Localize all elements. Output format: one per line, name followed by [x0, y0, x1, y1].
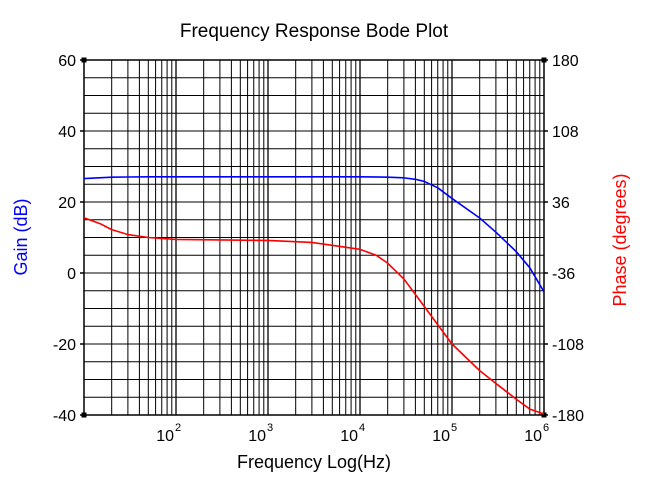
y-left-tick-label: -20	[53, 337, 76, 354]
x-axis-ticks: 10 2 10 3 10 4 10 5 10 6	[156, 422, 549, 445]
y-axis-left-label: Gain (dB)	[11, 198, 31, 275]
y-left-tick-label: 0	[67, 266, 76, 283]
plot-frame	[83, 59, 545, 416]
y-left-tick-label: 60	[58, 53, 76, 70]
x-tick-exponent: 4	[359, 422, 365, 434]
y-left-tick-label: 20	[58, 195, 76, 212]
x-tick-label: 10	[156, 428, 174, 445]
right-axis-ticks: 180 108 36 -36 -108 -180	[544, 53, 584, 425]
y-right-tick-label: 108	[552, 124, 579, 141]
x-axis-label: Frequency Log(Hz)	[237, 452, 391, 472]
x-tick-exponent: 2	[175, 422, 181, 434]
y-right-tick-label: 180	[552, 53, 579, 70]
y-axis-right-label: Phase (degrees)	[610, 173, 630, 306]
y-left-tick-label: -40	[53, 408, 76, 425]
left-axis-ticks: 60 40 20 0 -20 -40	[53, 53, 547, 425]
y-right-tick-label: -180	[552, 408, 584, 425]
x-tick-exponent: 3	[267, 422, 273, 434]
x-tick-exponent: 5	[451, 422, 457, 434]
phase-series-line	[83, 217, 545, 415]
y-left-tick-label: 40	[58, 124, 76, 141]
y-right-tick-label: -108	[552, 337, 584, 354]
x-tick-label: 10	[340, 428, 358, 445]
corner-marker	[81, 412, 87, 418]
corner-marker	[81, 57, 87, 63]
y-right-tick-label: 36	[552, 195, 570, 212]
grid-lines	[84, 60, 544, 415]
x-tick-exponent: 6	[543, 422, 549, 434]
x-tick-label: 10	[432, 428, 450, 445]
x-tick-label: 10	[524, 428, 542, 445]
chart-title: Frequency Response Bode Plot	[180, 21, 449, 42]
gain-series-line	[83, 176, 545, 293]
x-tick-label: 10	[248, 428, 266, 445]
series-layer	[83, 176, 545, 415]
y-right-tick-label: -36	[552, 266, 575, 283]
